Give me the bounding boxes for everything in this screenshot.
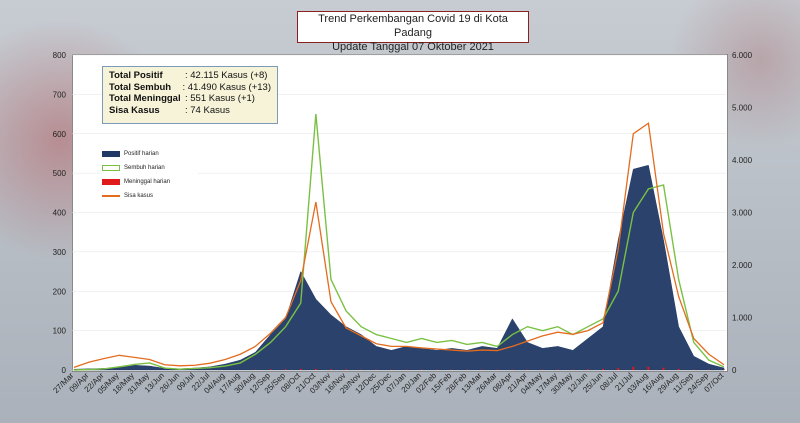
- y-left-tick-label: 0: [62, 366, 67, 375]
- meninggal-bar: [647, 366, 650, 370]
- summary-row: Sisa Kasus : 74 Kasus: [109, 105, 271, 117]
- y-left-tick-label: 100: [53, 327, 67, 336]
- summary-label: Total Meninggal: [109, 93, 181, 104]
- y-right-tick-label: 2.000: [732, 261, 753, 270]
- chart-title: Trend Perkembangan Covid 19 di Kota Pada…: [318, 13, 508, 39]
- summary-row: Total Meninggal : 551 Kasus (+1): [109, 93, 271, 105]
- legend-swatch: [102, 150, 120, 157]
- y-right-tick-label: 6.000: [732, 51, 753, 60]
- summary-row: Total Positif : 42.115 Kasus (+8): [109, 70, 271, 82]
- summary-value: : 551 Kasus (+1): [185, 93, 255, 104]
- y-right-tick-label: 4.000: [732, 156, 753, 165]
- legend-swatch: [102, 164, 120, 171]
- meninggal-bar: [314, 368, 317, 370]
- legend-item-positif: Positif harian: [102, 148, 198, 159]
- legend-item-sisa: Sisa kasus: [102, 190, 198, 201]
- legend-label: Sembuh harian: [124, 164, 165, 171]
- legend-label: Meninggal harian: [124, 178, 171, 185]
- chart-subtitle: Update Tanggal 07 Oktober 2021: [332, 41, 494, 53]
- legend-label: Positif harian: [124, 150, 159, 157]
- meninggal-bar: [299, 368, 302, 370]
- legend-label: Sisa kasus: [124, 192, 154, 199]
- series-sisa-line: [73, 122, 725, 368]
- summary-value: : 74 Kasus: [185, 104, 230, 116]
- y-left-tick-label: 700: [53, 90, 67, 99]
- summary-value: : 41.490 Kasus (+13): [182, 81, 271, 93]
- summary-label: Sisa Kasus: [109, 104, 160, 116]
- y-right-tick-label: 3.000: [732, 209, 753, 218]
- meninggal-bar: [632, 366, 635, 370]
- y-left-tick-label: 200: [53, 287, 67, 296]
- meninggal-bar: [662, 367, 665, 370]
- meninggal-bar: [284, 369, 287, 370]
- y-right-tick-label: 1.000: [732, 314, 753, 323]
- legend-swatch: [102, 194, 120, 197]
- meninggal-bar: [345, 369, 348, 370]
- y-right-tick-label: 5.000: [732, 104, 753, 113]
- legend-item-sembuh: Sembuh harian: [102, 162, 198, 173]
- y-left-tick-label: 800: [53, 51, 67, 60]
- meninggal-bar: [602, 368, 605, 370]
- y-left-tick-label: 300: [53, 248, 67, 257]
- series-sembuh-line: [73, 113, 725, 371]
- meninggal-bar: [677, 368, 680, 370]
- legend-swatch: [102, 178, 120, 185]
- summary-label: Total Positif: [109, 70, 163, 81]
- summary-label: Total Sembuh: [109, 81, 172, 93]
- summary-row: Total Sembuh : 41.490 Kasus (+13): [109, 82, 271, 94]
- summary-value: : 42.115 Kasus (+8): [185, 70, 268, 81]
- meninggal-bar: [329, 369, 332, 370]
- y-left-tick-label: 500: [53, 169, 67, 178]
- summary-box: Total Positif : 42.115 Kasus (+8) Total …: [102, 66, 278, 124]
- meninggal-bar: [617, 368, 620, 370]
- meninggal-bar: [586, 369, 589, 370]
- y-right-tick-label: 0: [732, 366, 737, 375]
- meninggal-bar: [269, 369, 272, 370]
- chart-legend: Positif harian Sembuh harian Meninggal h…: [102, 145, 198, 207]
- y-left-tick-label: 400: [53, 209, 67, 218]
- legend-item-meninggal: Meninggal harian: [102, 176, 198, 187]
- y-left-tick-label: 600: [53, 130, 67, 139]
- chart-title-box: Trend Perkembangan Covid 19 di Kota Pada…: [297, 11, 529, 53]
